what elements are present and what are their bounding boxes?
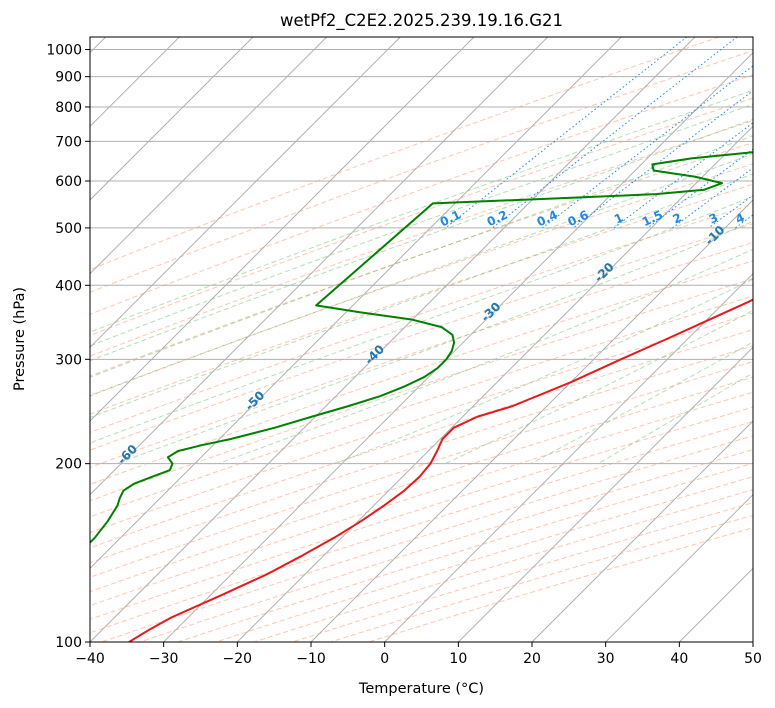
dry-adiabat <box>90 312 753 534</box>
isotherm <box>90 37 622 570</box>
moist-adiabat <box>90 135 753 378</box>
mixing-ratio-line <box>542 65 753 229</box>
pressure-gridlines <box>90 49 753 642</box>
moist-adiabat <box>90 153 753 397</box>
x-tick-label: −10 <box>296 651 326 667</box>
dry-adiabat <box>90 142 753 377</box>
x-tick-label: 20 <box>523 651 541 667</box>
mixing-ratio-lines <box>445 37 753 229</box>
isotherm <box>90 37 254 201</box>
mixing-ratio-line <box>572 90 753 229</box>
y-tick-label: 600 <box>55 174 82 190</box>
dry-adiabat <box>90 163 753 396</box>
isotherm <box>310 199 753 642</box>
dry-adiabat <box>90 37 720 271</box>
moist-adiabat <box>444 309 753 465</box>
dry-adiabat <box>90 97 753 337</box>
dry-adiabat <box>90 50 753 293</box>
moist-adiabat <box>90 89 753 333</box>
dry-adiabat <box>90 241 753 469</box>
x-tick-label: 50 <box>744 651 762 667</box>
y-tick-label: 400 <box>55 278 82 294</box>
x-tick-label: −20 <box>223 651 253 667</box>
dry-adiabat <box>90 391 753 607</box>
y-tick-label: 200 <box>55 457 82 473</box>
x-tick-label: −40 <box>75 651 105 667</box>
chart-title: wetPf2_C2E2.2025.239.19.16.G21 <box>280 11 563 31</box>
x-axis-title: Temperature (°C) <box>358 681 484 697</box>
isotherm <box>90 37 696 642</box>
isotherm <box>163 51 753 642</box>
x-tick-label: 30 <box>597 651 615 667</box>
dry-adiabat <box>90 361 753 578</box>
temperature-profile <box>128 298 753 642</box>
isotherm <box>90 37 549 496</box>
isotherm <box>90 37 401 349</box>
moist-adiabat <box>218 248 753 465</box>
isotherm <box>236 125 753 642</box>
isotherm <box>90 37 475 422</box>
isotherm <box>531 420 753 642</box>
x-tick-label: −30 <box>149 651 179 667</box>
x-tick-label: 0 <box>380 651 389 667</box>
dry-adiabat <box>90 295 753 518</box>
y-tick-label: 100 <box>55 635 82 651</box>
isotherm <box>90 37 328 275</box>
dry-adiabat <box>90 345 753 564</box>
dry-adiabat <box>90 278 753 502</box>
x-tick-label: 10 <box>449 651 467 667</box>
plot-frame <box>89 36 754 643</box>
axes: −40 −30 −20 −10 0 10 20 30 40 50 100 200 300 400 500 60… <box>46 43 762 667</box>
y-axis-title: Pressure (hPa) <box>12 287 28 391</box>
y-tick-label: 1000 <box>46 43 82 59</box>
y-tick-label: 700 <box>55 134 82 150</box>
y-tick-label: 900 <box>55 70 82 86</box>
moist-adiabat <box>90 118 753 362</box>
moist-adiabat <box>90 195 753 444</box>
dry-adiabat <box>90 223 753 451</box>
isotherms <box>90 37 753 642</box>
dewpoint-profile <box>90 151 753 544</box>
y-tick-label: 500 <box>55 221 82 237</box>
mixing-ratio-line <box>672 167 753 229</box>
isotherm <box>457 346 753 642</box>
moist-adiabat <box>335 278 753 465</box>
y-tick-label: 800 <box>55 100 82 116</box>
isotherm <box>605 493 753 642</box>
y-tick-label: 300 <box>55 352 82 368</box>
isotherm <box>384 272 753 642</box>
mixing-ratio-line <box>492 37 738 229</box>
dry-adiabat <box>90 376 753 593</box>
x-tick-label: 40 <box>670 651 688 667</box>
sounding-profiles <box>90 151 753 642</box>
